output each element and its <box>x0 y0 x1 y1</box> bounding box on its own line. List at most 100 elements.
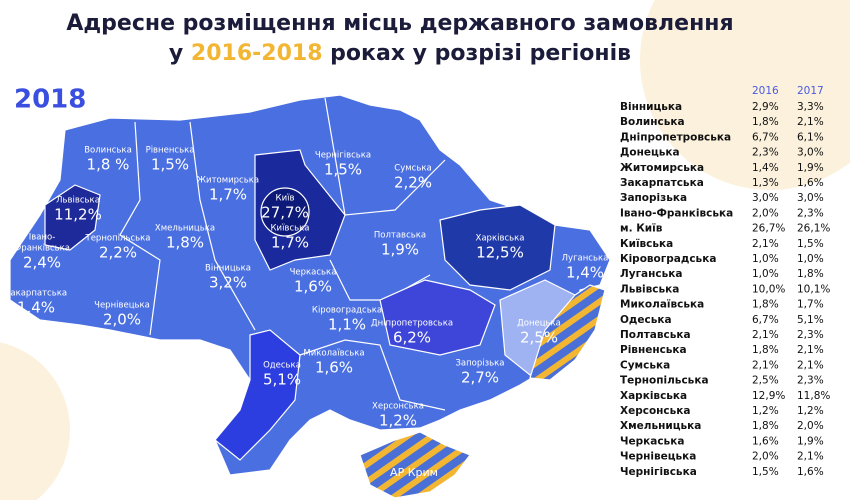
table-region: Хмельницька <box>620 420 701 432</box>
title-part: роках у розрізі регіонів <box>323 41 632 66</box>
table-region: м. Київ <box>620 223 663 235</box>
table-region: Херсонська <box>620 405 691 417</box>
region-value: 1,1% <box>328 316 366 334</box>
table-value: 1,0% <box>752 268 779 280</box>
region-name: Закарпатська <box>5 289 67 299</box>
region-name: Миколаївська <box>303 349 364 359</box>
region-kharkiv <box>439 204 556 291</box>
region-value: 1,6% <box>294 278 332 296</box>
table-value: 1,9% <box>797 162 824 174</box>
region-value: 2,4% <box>23 254 61 272</box>
table-value: 3,0% <box>752 192 779 204</box>
region-name: Одеська <box>263 361 301 371</box>
region-value: 1,8% <box>166 234 204 252</box>
region-name: Харківська <box>476 234 525 244</box>
table-value: 1,6% <box>797 177 824 189</box>
table-value: 26,1% <box>797 223 830 235</box>
occupied-area <box>529 284 606 381</box>
region-value: 1,8 % <box>87 156 130 174</box>
region-value: 2,5% <box>520 329 558 347</box>
table-value: 2,5% <box>752 375 779 387</box>
table-value: 10,1% <box>797 283 830 295</box>
region-value: 3,2% <box>209 274 247 292</box>
table-value: 1,2% <box>752 405 779 417</box>
table-value: 11,8% <box>797 390 830 402</box>
table-value: 1,2% <box>797 405 824 417</box>
table-region: Закарпатська <box>620 177 704 189</box>
region-value: 1,6% <box>315 359 353 377</box>
region-name: Полтавська <box>374 231 426 241</box>
region-name: Львівська <box>56 196 100 206</box>
table-region: Кіровоградська <box>620 253 716 265</box>
region-name: Черкаська <box>290 268 337 278</box>
region-value: 2,2% <box>394 174 432 192</box>
table-region: Київська <box>620 238 673 250</box>
table-region: Донецька <box>620 147 680 159</box>
table-value: 1,7% <box>797 299 824 311</box>
table-value: 1,8% <box>752 116 779 128</box>
table-value: 6,1% <box>797 131 824 143</box>
table-value: 10,0% <box>752 283 785 295</box>
region-dnipro <box>379 279 496 356</box>
bg-circle <box>0 342 70 504</box>
table-value: 6,7% <box>752 131 779 143</box>
table-value: 2,1% <box>752 359 779 371</box>
region-value: 11,2% <box>54 206 102 224</box>
table-value: 2,0% <box>797 420 824 432</box>
region-value: 1,2% <box>379 412 417 430</box>
region-name: Херсонська <box>372 402 424 412</box>
table-region: Рівненська <box>620 344 687 356</box>
region-lviv <box>44 184 101 251</box>
crimea-shape <box>359 431 471 499</box>
region-odesa <box>214 329 301 461</box>
region-name: Дніпропетровська <box>371 319 453 329</box>
region-value: 2,2% <box>99 244 137 262</box>
region-name: Вінницька <box>205 264 251 274</box>
table-region: Сумська <box>620 359 670 371</box>
border <box>299 339 446 411</box>
table-value: 12,9% <box>752 390 785 402</box>
table-value: 1,8% <box>752 420 779 432</box>
region-name: Рівненська <box>146 146 195 156</box>
table-value: 2,0% <box>752 207 779 219</box>
table-value: 1,8% <box>752 299 779 311</box>
region-value: 1,5% <box>324 161 362 179</box>
table-value: 1,6% <box>752 435 779 447</box>
region-value: 12,5% <box>476 244 524 262</box>
table-region: Львівська <box>620 283 679 295</box>
table-value: 1,5% <box>797 238 824 250</box>
table-value: 2,1% <box>797 116 824 128</box>
region-name: Київ <box>276 194 295 204</box>
table-value: 1,8% <box>797 268 824 280</box>
table-region: Вінницька <box>620 101 682 113</box>
table-value: 1,0% <box>752 253 779 265</box>
region-name: Кіровоградська <box>312 306 382 316</box>
table-value: 2,3% <box>797 375 824 387</box>
column-header: 2016 <box>752 85 779 97</box>
table-value: 1,4% <box>752 162 779 174</box>
table-value: 1,3% <box>752 177 779 189</box>
region-value: 1,7% <box>209 186 247 204</box>
region-name: Запорізька <box>455 359 504 369</box>
region-value: 2,7% <box>461 369 499 387</box>
table-region: Полтавська <box>620 329 691 341</box>
table-value: 2,1% <box>797 451 824 463</box>
title-line2: у 2016-2018 роках у розрізі регіонів <box>169 41 631 66</box>
table-value: 2,1% <box>797 359 824 371</box>
border <box>189 121 256 331</box>
region-value: 6,2% <box>393 329 431 347</box>
region-value: 27,7% <box>261 204 309 222</box>
region-name: Франківська <box>14 244 70 254</box>
region-value: 2,0% <box>103 311 141 329</box>
region-name: Київська <box>271 224 310 234</box>
region-value: 1,9% <box>381 241 419 259</box>
region-name: Луганська <box>562 254 609 264</box>
table-value: 2,3% <box>752 147 779 159</box>
crimea-label: АР Крим <box>390 466 438 479</box>
region-value: 5,1% <box>263 371 301 389</box>
table-value: 1,5% <box>752 466 779 478</box>
table-region: Чернівецька <box>620 451 696 463</box>
table-region: Тернопільська <box>620 375 709 387</box>
column-header: 2017 <box>797 85 824 97</box>
